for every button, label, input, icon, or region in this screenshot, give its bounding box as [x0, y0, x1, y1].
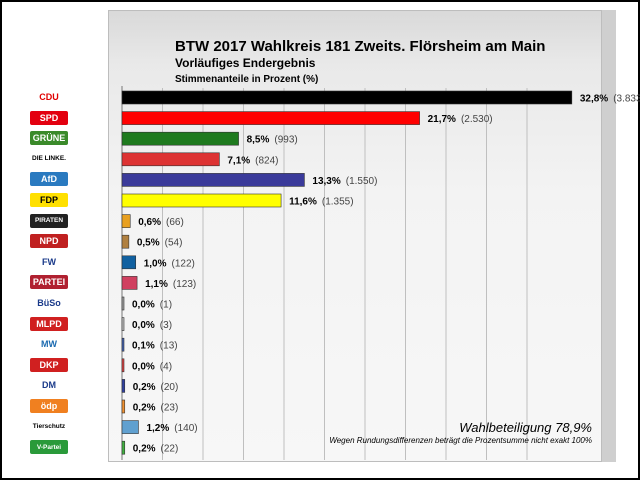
party-logo-v-partei: V-Partei [30, 440, 68, 455]
party-logo-fw: FW [30, 254, 68, 269]
chart-subtitle: Vorläufiges Endergebnis [175, 56, 316, 70]
party-logo-mlpd: MLPD [30, 316, 68, 331]
bar-value-label: 0,2% (22) [133, 444, 179, 455]
bar-mlpd [121, 317, 125, 331]
bar-value-label: 0,2% (20) [133, 382, 179, 393]
rounding-note: Wegen Rundungsdifferenzen beträgt die Pr… [329, 436, 592, 445]
party-logo-tierschutzpartei: Tierschutz [30, 419, 68, 434]
plot-area-side [602, 10, 616, 462]
chart-title: BTW 2017 Wahlkreis 181 Zweits. Flörsheim… [175, 38, 546, 55]
party-logo-fdp: FDP [30, 193, 68, 207]
bar-die-partei [121, 276, 138, 290]
bar-value-label: 21,7% (2.530) [428, 114, 493, 125]
chart-unit-label: Stimmenanteile in Prozent (%) [175, 74, 319, 85]
bar-menschliche-welt [121, 337, 125, 352]
bar-value-label: 7,1% (824) [227, 155, 278, 166]
party-logo-menschliche-welt: MW [30, 337, 68, 352]
party-logo-dm: DM [30, 378, 68, 393]
party-logo-grüne: GRÜNE [30, 131, 68, 146]
party-logo-die-partei: PARTEI [30, 275, 68, 290]
bar-value-label: 0,1% (13) [132, 341, 178, 352]
bar-value-label: 0,5% (54) [137, 238, 183, 249]
bar-value-label: 8,5% (993) [247, 135, 298, 146]
bar-v-partei [121, 440, 126, 455]
party-logo-dkp: DKP [30, 357, 68, 372]
bar-dkp [121, 358, 125, 373]
bar-value-label: 32,8%(3.833) [580, 94, 640, 105]
party-logo-afd: AfD [30, 172, 68, 187]
bar-fdp [121, 193, 282, 208]
bar-afd [121, 173, 305, 187]
bar-value-label: 1,1% (123) [145, 279, 196, 290]
bar-value-label: 0,2% (23) [133, 403, 179, 414]
bar-piraten [121, 214, 131, 228]
bar-cdu [121, 90, 573, 105]
bar-value-label: 13,3% (1.550) [312, 176, 377, 187]
bar-value-label: 11,6% (1.355) [289, 197, 354, 208]
bar-value-label: 0,0% (4) [132, 361, 172, 372]
bar-npd [121, 234, 130, 249]
bar-value-label: 1,0% (122) [144, 258, 195, 269]
bar-tierschutzpartei [121, 420, 139, 434]
bar-ödp [121, 399, 126, 414]
plot-area [108, 10, 602, 462]
party-logo-büso: BüSo [30, 296, 68, 310]
turnout-label: Wahlbeteiligung 78,9% [459, 420, 592, 435]
party-logo-die-linke-: DIE LINKE. [30, 151, 68, 166]
bar-dm [121, 379, 126, 393]
bar-grüne [121, 131, 239, 146]
bar-spd [121, 111, 420, 125]
bar-büso [121, 296, 125, 311]
bar-fw [121, 255, 137, 270]
party-logo-ödp: ödp [30, 399, 68, 413]
bar-die-linke- [121, 152, 220, 167]
bar-value-label: 0,0% (3) [132, 320, 172, 331]
bar-value-label: 0,6% (66) [138, 217, 184, 228]
party-logo-spd: SPD [30, 110, 68, 125]
bar-value-label: 1,2% (140) [146, 423, 197, 434]
party-logo-cdu: CDU [30, 90, 68, 104]
party-logo-npd: NPD [30, 234, 68, 249]
party-logo-piraten: PIRATEN [30, 213, 68, 228]
bar-value-label: 0,0% (1) [132, 300, 172, 311]
